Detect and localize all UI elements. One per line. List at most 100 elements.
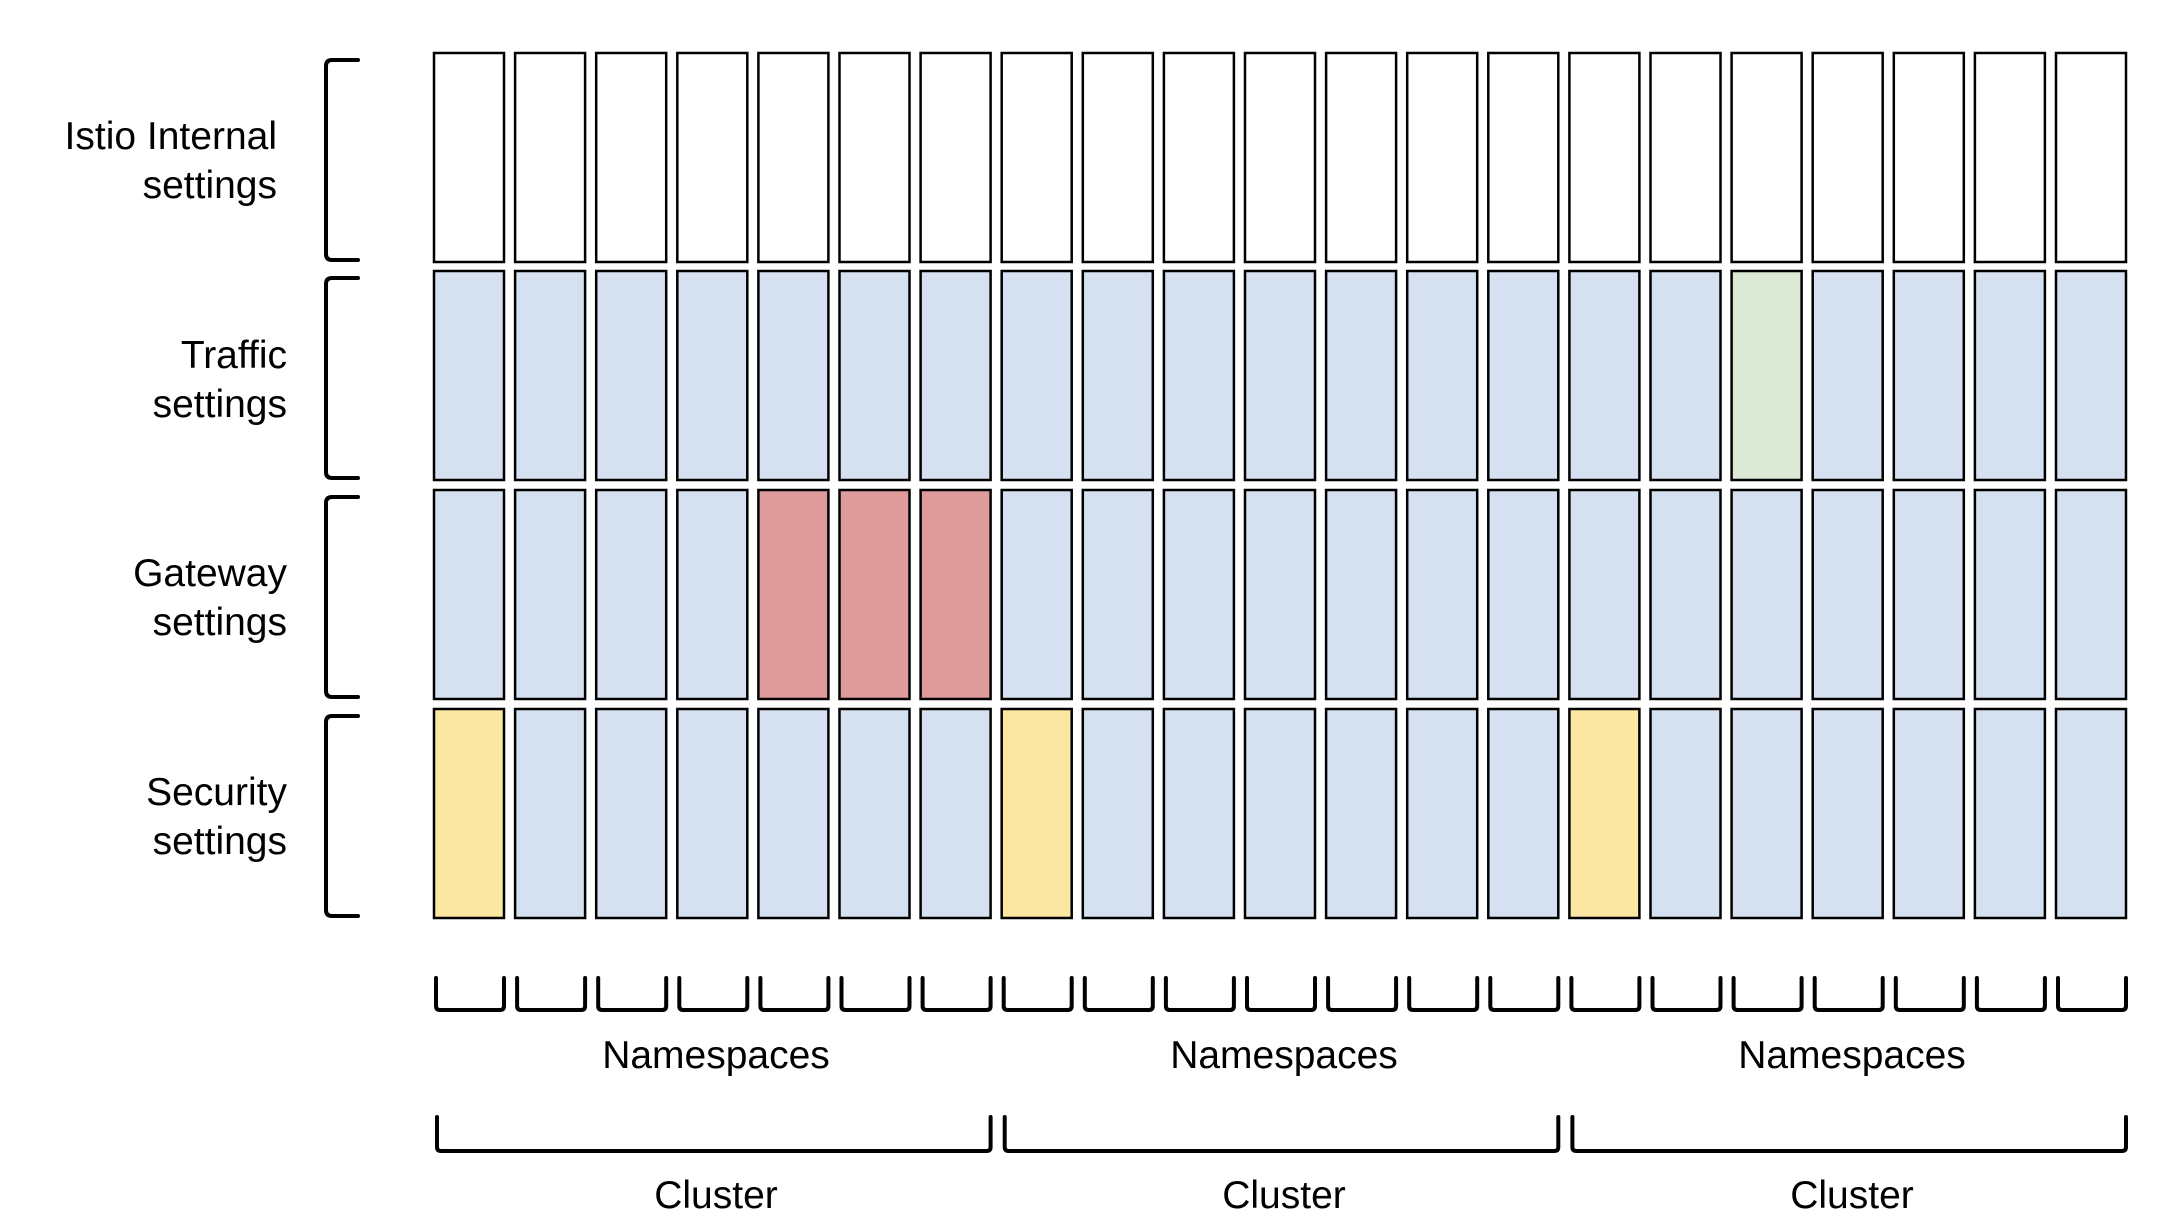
setting-cell-blue [2054,269,2128,482]
row-label-line: Security [146,771,287,814]
setting-cell-white [513,51,587,264]
namespace-bracket [1163,976,1236,1012]
setting-cell-blue [432,488,506,701]
setting-cell-white [1649,51,1722,264]
namespace-bracket [1082,976,1155,1012]
setting-cell-blue [1324,269,1398,482]
cluster-bracket [1570,1115,2128,1153]
cluster-label: Cluster [1790,1174,1914,1217]
setting-cell-blue [1487,269,1560,482]
namespace-bracket [920,976,993,1012]
setting-cell-white [1568,51,1641,264]
row-label-line: Gateway [133,552,287,595]
namespace-bracket [839,976,912,1012]
row-bracket [324,276,360,480]
cluster-bracket [435,1115,993,1153]
setting-cell-green [1730,269,1803,482]
setting-cell-blue [594,488,668,701]
namespace-bracket [2056,976,2128,1012]
setting-cell-blue [1162,488,1236,701]
setting-cell-white [1000,51,1073,264]
setting-cell-blue [1892,269,1966,482]
setting-cell-white [1243,51,1317,264]
setting-cell-blue [757,269,830,482]
setting-cell-blue [1649,269,1722,482]
setting-cell-red [919,488,992,701]
namespace-bracket [1731,976,1804,1012]
row-bracket [324,495,360,699]
setting-cell-blue [1162,707,1236,920]
row-label-line: settings [152,383,287,426]
setting-cell-white [2054,51,2128,264]
setting-cell-white [1324,51,1398,264]
setting-cell-blue [1568,488,1641,701]
row-label-istio-internal: Istio Internal settings [65,112,277,210]
setting-cell-blue [1324,707,1398,920]
setting-cell-blue [1973,707,2047,920]
setting-cell-blue [1730,488,1803,701]
cluster-label: Cluster [654,1174,778,1217]
setting-cell-white [919,51,992,264]
namespace-bracket [1812,976,1885,1012]
namespaces-label: Namespaces [1738,1034,1966,1077]
setting-cell-blue [1243,269,1317,482]
namespace-bracket [515,976,588,1012]
setting-cell-blue [676,269,749,482]
namespace-bracket [677,976,750,1012]
setting-cell-blue [594,269,668,482]
setting-cell-blue [1487,707,1560,920]
setting-cell-blue [1000,269,1073,482]
setting-cell-blue [757,707,830,920]
setting-cell-white [1405,51,1479,264]
setting-cell-blue [2054,488,2128,701]
setting-cell-blue [1405,707,1479,920]
setting-cell-blue [513,269,587,482]
setting-cell-yellow [432,707,506,920]
setting-cell-blue [1081,269,1155,482]
setting-cell-white [757,51,830,264]
setting-cell-red [757,488,830,701]
cluster-bracket [1002,1115,1561,1153]
row-bracket [324,714,360,918]
row-label-line: Traffic [180,334,287,377]
setting-cell-blue [838,269,911,482]
setting-cell-blue [1811,269,1884,482]
setting-cell-white [1892,51,1966,264]
setting-cell-yellow [1568,707,1641,920]
namespace-bracket [1407,976,1480,1012]
setting-cell-blue [1324,488,1398,701]
namespaces-label: Namespaces [602,1034,830,1077]
namespace-bracket [434,976,506,1012]
setting-cell-blue [838,707,911,920]
setting-cell-blue [1811,707,1884,920]
namespace-bracket [1245,976,1317,1012]
namespace-bracket [1326,976,1399,1012]
setting-cell-red [838,488,911,701]
row-label-gateway: Gateway settings [133,549,287,647]
setting-cell-blue [919,269,992,482]
row-label-traffic: Traffic settings [153,331,287,429]
row-label-line: Istio Internal [64,115,277,158]
namespace-bracket [758,976,831,1012]
setting-cell-white [1487,51,1560,264]
setting-cell-blue [432,269,506,482]
setting-cell-blue [513,488,587,701]
setting-cell-blue [1730,707,1803,920]
namespace-bracket [1001,976,1074,1012]
namespace-bracket [1893,976,1966,1012]
setting-cell-yellow [1000,707,1073,920]
setting-cell-blue [1892,707,1966,920]
row-label-line: settings [152,601,287,644]
row-label-line: settings [152,820,287,863]
setting-cell-white [838,51,911,264]
setting-cell-blue [1973,269,2047,482]
namespace-bracket [1569,976,1642,1012]
setting-cell-blue [1649,707,1722,920]
setting-cell-blue [1405,488,1479,701]
setting-cell-blue [1487,488,1560,701]
setting-cell-white [1973,51,2047,264]
setting-cell-blue [919,707,992,920]
row-bracket [324,58,360,262]
setting-cell-blue [1973,488,2047,701]
namespace-bracket [596,976,669,1012]
